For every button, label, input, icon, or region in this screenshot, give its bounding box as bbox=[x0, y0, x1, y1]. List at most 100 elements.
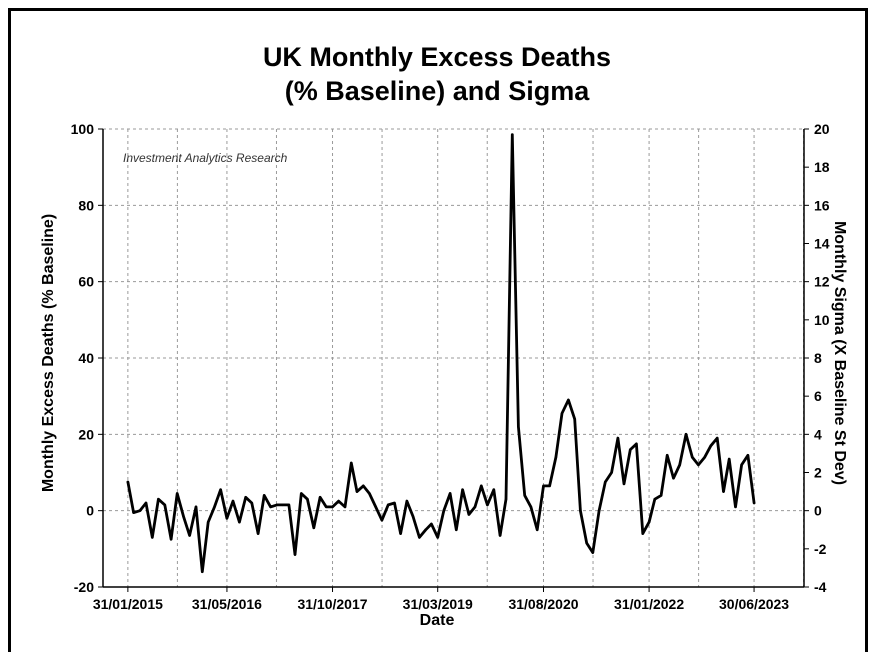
data-point bbox=[275, 503, 279, 507]
data-point bbox=[132, 511, 135, 514]
secondary-y-tick-label: 4 bbox=[814, 426, 822, 442]
data-point bbox=[604, 480, 607, 484]
data-point bbox=[343, 505, 347, 509]
data-point bbox=[194, 505, 198, 509]
secondary-y-tick-label: -4 bbox=[814, 579, 827, 595]
data-point bbox=[585, 541, 588, 545]
data-point bbox=[213, 505, 216, 509]
data-point bbox=[355, 490, 359, 493]
secondary-y-tick-label: 8 bbox=[814, 350, 822, 366]
data-point bbox=[293, 553, 297, 556]
y-tick-label: 60 bbox=[78, 274, 94, 290]
data-point bbox=[306, 498, 309, 501]
data-point bbox=[238, 520, 241, 524]
x-tick-label: 31/05/2016 bbox=[192, 596, 262, 612]
x-tick-label: 31/01/2022 bbox=[614, 596, 684, 612]
data-point bbox=[517, 425, 520, 428]
data-point bbox=[263, 494, 266, 497]
x-tick-label: 31/03/2019 bbox=[403, 596, 473, 612]
data-point bbox=[523, 494, 526, 497]
data-point bbox=[244, 496, 247, 499]
chart-frame bbox=[8, 8, 868, 652]
data-point bbox=[492, 488, 495, 491]
data-point bbox=[188, 534, 191, 537]
data-point bbox=[554, 456, 558, 459]
data-point bbox=[448, 492, 452, 495]
data-point bbox=[368, 492, 371, 495]
x-tick-label: 31/10/2017 bbox=[297, 596, 367, 612]
data-point bbox=[225, 517, 229, 520]
x-axis-label: Date bbox=[419, 612, 455, 629]
data-point bbox=[597, 509, 601, 512]
data-point bbox=[746, 454, 750, 457]
data-point bbox=[300, 492, 303, 495]
data-point bbox=[393, 501, 396, 505]
data-point bbox=[727, 457, 731, 461]
data-point bbox=[256, 532, 260, 535]
data-point bbox=[579, 509, 582, 512]
secondary-y-tick-label: 0 bbox=[814, 503, 822, 519]
data-point bbox=[219, 488, 222, 491]
data-point bbox=[722, 490, 725, 493]
data-point bbox=[647, 520, 651, 524]
secondary-y-tick-label: 12 bbox=[814, 274, 830, 290]
data-point bbox=[641, 532, 644, 535]
y-tick-label: 100 bbox=[71, 121, 95, 137]
y-tick-label: 0 bbox=[86, 503, 94, 519]
data-point bbox=[144, 501, 148, 505]
data-point bbox=[436, 536, 439, 539]
data-point bbox=[542, 484, 545, 488]
data-point bbox=[715, 436, 719, 440]
data-point bbox=[269, 505, 272, 509]
data-point bbox=[691, 456, 694, 459]
data-point bbox=[740, 463, 743, 467]
data-point bbox=[461, 488, 464, 491]
data-point bbox=[734, 505, 737, 509]
secondary-y-tick-label: -2 bbox=[814, 541, 827, 557]
data-point bbox=[312, 526, 315, 530]
data-point bbox=[666, 454, 669, 457]
data-point bbox=[151, 536, 154, 539]
x-tick-label: 31/08/2020 bbox=[508, 596, 578, 612]
chart-title-line-2: (% Baseline) and Sigma bbox=[284, 76, 590, 106]
data-point bbox=[380, 519, 384, 522]
y-tick-label: -20 bbox=[74, 579, 94, 595]
data-point bbox=[548, 484, 551, 488]
data-point bbox=[157, 498, 160, 501]
data-point bbox=[331, 505, 334, 509]
data-point bbox=[350, 461, 353, 465]
data-point bbox=[703, 456, 706, 459]
data-point bbox=[616, 436, 620, 440]
data-point bbox=[455, 528, 458, 531]
secondary-y-axis-label: Monthly Sigma (X Baseline St Dev) bbox=[831, 220, 848, 486]
secondary-y-tick-label: 2 bbox=[814, 465, 822, 481]
data-point bbox=[250, 501, 254, 505]
data-point bbox=[567, 398, 570, 402]
data-point bbox=[635, 442, 638, 446]
data-point bbox=[287, 503, 291, 507]
data-point bbox=[684, 433, 688, 436]
x-tick-label: 31/01/2015 bbox=[93, 596, 163, 612]
data-point bbox=[709, 444, 713, 447]
secondary-y-tick-label: 14 bbox=[814, 236, 830, 252]
data-point bbox=[411, 515, 415, 518]
data-point bbox=[511, 133, 514, 136]
data-point bbox=[169, 538, 173, 541]
data-point bbox=[672, 477, 675, 480]
data-point bbox=[337, 499, 340, 503]
secondary-y-tick-label: 20 bbox=[814, 121, 830, 137]
data-point bbox=[318, 496, 322, 499]
data-point bbox=[201, 570, 204, 573]
y-axis-label: Monthly Excess Deaths (% Baseline) bbox=[40, 213, 57, 493]
data-point bbox=[678, 463, 681, 467]
data-point bbox=[325, 505, 328, 509]
chart-title: UK Monthly Excess Deaths (% Baseline) an… bbox=[0, 40, 874, 108]
y-tick-label: 40 bbox=[78, 350, 94, 366]
data-point bbox=[504, 498, 508, 501]
data-point bbox=[560, 412, 564, 415]
data-point bbox=[467, 513, 471, 516]
source-annotation: Investment Analytics Research bbox=[123, 151, 288, 165]
data-point bbox=[529, 505, 533, 509]
series-line bbox=[126, 133, 756, 574]
